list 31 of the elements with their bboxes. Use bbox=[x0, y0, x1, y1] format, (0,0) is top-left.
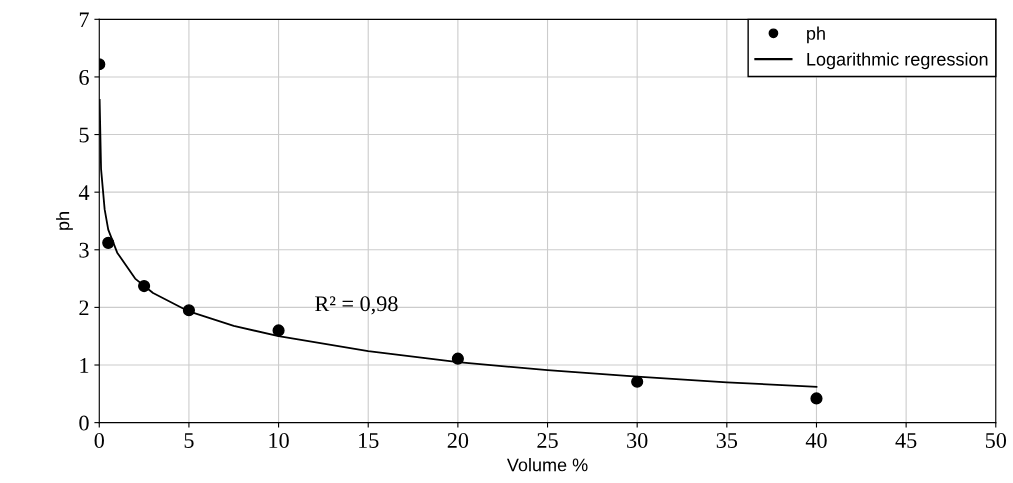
y-axis-title: ph bbox=[56, 212, 73, 230]
y-tick-label: 1 bbox=[80, 358, 89, 373]
y-tick-label: 0 bbox=[79, 415, 89, 431]
x-tick-label: 0 bbox=[94, 432, 104, 448]
y-tick-label: 6 bbox=[79, 69, 89, 85]
legend-label: Logarithmic regression bbox=[807, 52, 988, 70]
y-tick-label: 4 bbox=[78, 185, 90, 200]
point bbox=[102, 236, 115, 249]
x-tick-label: 35 bbox=[716, 433, 738, 448]
x-tick-label: 20 bbox=[447, 432, 469, 448]
y-tick-label: 3 bbox=[79, 242, 89, 258]
point bbox=[272, 324, 285, 337]
x-tick-label: 5 bbox=[184, 433, 194, 448]
y-tick-label: 7 bbox=[79, 12, 89, 28]
point bbox=[631, 375, 644, 388]
annotation: R² = 0,98 bbox=[315, 296, 398, 315]
x-tick-label: 50 bbox=[985, 432, 1007, 448]
x-axis-title: Volume % bbox=[506, 458, 588, 472]
x-tick-label: 45 bbox=[895, 433, 917, 448]
y-tick-label: 2 bbox=[79, 300, 89, 316]
point bbox=[451, 352, 464, 365]
x-tick-label: 25 bbox=[537, 433, 558, 448]
x-tick-label: 30 bbox=[627, 432, 648, 448]
point bbox=[810, 392, 823, 405]
x-tick-label: 15 bbox=[359, 433, 379, 448]
point bbox=[138, 280, 151, 293]
point bbox=[182, 304, 195, 317]
y-tick-label: 5 bbox=[79, 127, 89, 143]
x-tick-label: 10 bbox=[269, 432, 289, 448]
x-tick-label: 40 bbox=[805, 432, 827, 448]
legend-label: ph bbox=[807, 26, 825, 44]
